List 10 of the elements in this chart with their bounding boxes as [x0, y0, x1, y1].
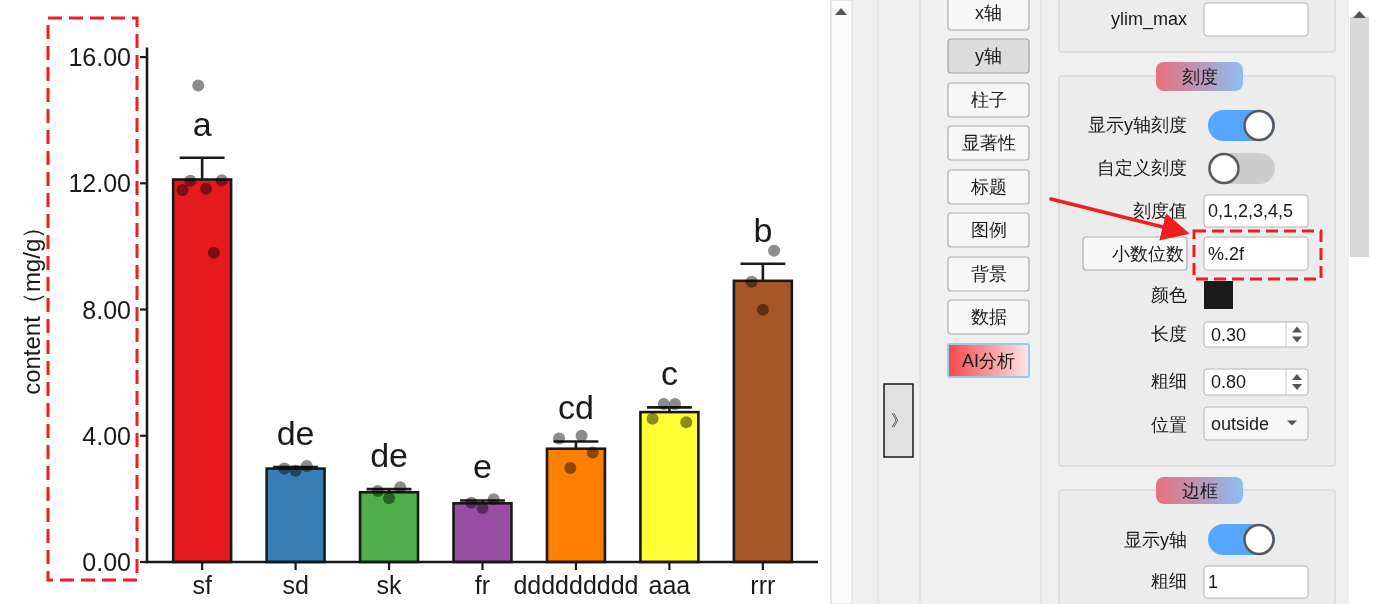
label: ylim_max — [1111, 9, 1187, 29]
label: 显示y轴刻度 — [1088, 115, 1187, 135]
label: 自定义刻度 — [1097, 158, 1187, 178]
label: 粗细 — [1151, 571, 1187, 591]
label: 颜色 — [1151, 285, 1187, 305]
label: 显示y轴 — [1124, 530, 1187, 550]
label: 粗细 — [1151, 371, 1187, 391]
label: 位置 — [1151, 415, 1187, 435]
label: 刻度值 — [1133, 201, 1187, 221]
label: 长度 — [1151, 324, 1187, 344]
